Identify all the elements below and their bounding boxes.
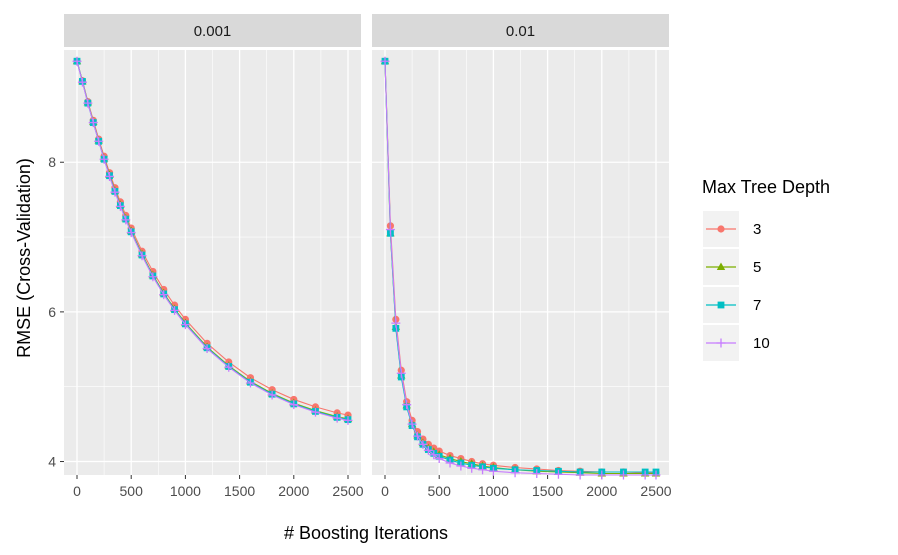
legend-item-7: 7 [703,287,761,323]
data-point [445,458,455,468]
facet-panels: 0.001 0 500 1000 1500 2000 2500 4 6 8 0.01 0 500 1000… [48,14,672,499]
facet-panel-1: 0.01 0 500 1000 1500 2000 2500 [372,14,672,499]
data-point [77,77,87,87]
legend-key-marker [717,301,725,309]
legend-key-marker [717,225,725,233]
data-point [467,463,477,473]
data-point [434,454,444,464]
data-point [110,187,120,197]
data-point [423,445,433,455]
data-point [532,469,542,479]
y-axis-title: RMSE (Cross-Validation) [14,158,34,358]
x-tick-label: 2500 [332,483,363,499]
data-point [392,324,400,332]
data-point [391,318,401,328]
x-tick-label: 2000 [586,483,617,499]
data-point [385,225,395,235]
data-point [170,305,180,315]
data-point [72,56,82,66]
legend-item-10: 10 [703,325,770,361]
data-point [575,470,585,480]
data-point [478,465,488,475]
x-tick-label: 500 [428,483,452,499]
data-point [289,400,299,410]
facet-strip-label: 0.01 [506,23,535,40]
data-point [267,390,277,400]
x-tick-label: 2500 [640,483,671,499]
data-point [456,461,466,471]
data-point [332,413,342,423]
data-point [597,470,607,480]
data-point [407,419,417,429]
data-point [83,98,93,108]
data-point [413,431,423,441]
x-tick-label: 0 [73,483,81,499]
data-point [126,228,136,238]
series-line-10 [76,61,349,421]
data-point [510,468,520,478]
series-10 [380,56,661,480]
facet-strip [372,14,669,47]
data-point [488,466,498,476]
legend-title: Max Tree Depth [702,177,830,197]
y-tick-label: 8 [48,154,56,170]
data-point [429,450,439,460]
x-tick-label: 1500 [532,483,563,499]
data-point [245,378,255,388]
data-point [94,136,104,146]
data-point [105,171,115,181]
legend-key-marker [716,262,726,270]
data-point [148,272,158,282]
x-tick-label: 1000 [170,483,201,499]
data-point [180,320,190,330]
data-point [396,368,406,378]
legend-item-3: 3 [703,211,761,247]
x-axis-title: # Boosting Iterations [284,523,448,543]
legend-item-5: 5 [703,249,761,285]
data-point [137,251,147,261]
data-point [402,400,412,410]
x-tick-label: 1000 [478,483,509,499]
data-point [651,470,661,480]
data-point [380,56,390,66]
data-point [418,439,428,449]
y-tick-label: 4 [48,454,56,470]
legend-label: 7 [753,297,761,314]
y-tick-label: 6 [48,304,56,320]
data-point [99,154,109,164]
facet-strip-label: 0.001 [194,23,232,40]
legend-label: 5 [753,259,761,276]
facet-strip [64,14,361,47]
facet-panel-0: 0.001 0 500 1000 1500 2000 2500 4 6 8 [48,14,364,499]
data-point [618,470,628,480]
legend-label: 3 [753,221,761,238]
data-point [310,407,320,417]
data-point [88,118,98,128]
series-10 [72,56,353,425]
x-tick-label: 500 [120,483,144,499]
x-tick-label: 0 [381,483,389,499]
data-point [640,470,650,480]
data-point [224,362,234,372]
data-point [159,290,169,300]
legend-label: 10 [753,335,770,352]
data-point [115,201,125,211]
legend-key-marker [716,338,726,348]
data-point [202,344,212,354]
data-point [553,469,563,479]
x-tick-label: 2000 [278,483,309,499]
legend: Max Tree Depth 3 5 7 10 [702,177,830,361]
data-point [343,415,353,425]
x-tick-label: 1500 [224,483,255,499]
data-point [121,215,131,225]
